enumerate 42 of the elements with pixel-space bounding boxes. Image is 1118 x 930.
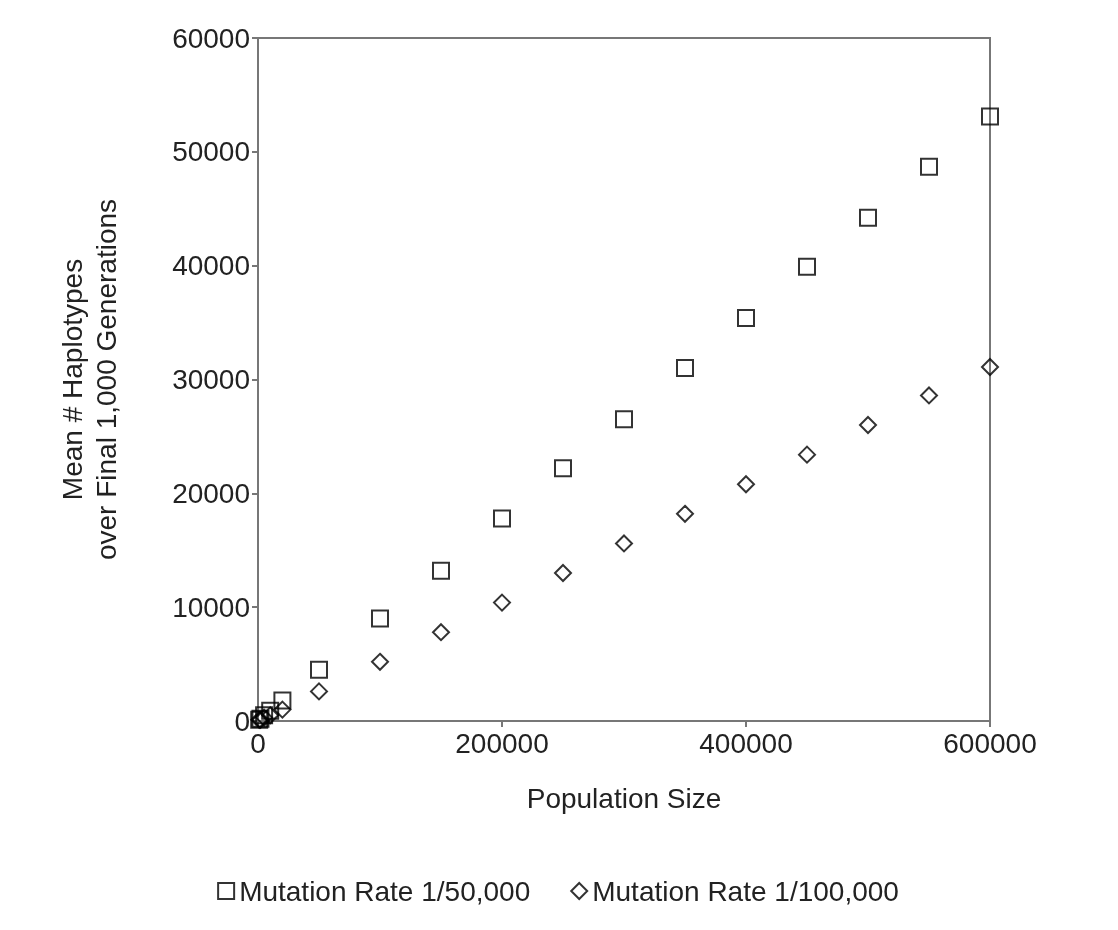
y-tick-label: 10000 bbox=[172, 591, 250, 623]
y-tick-label: 50000 bbox=[172, 136, 250, 168]
legend-label: Mutation Rate 1/50,000 bbox=[239, 875, 531, 907]
y-tick-label: 30000 bbox=[172, 364, 250, 395]
point bbox=[920, 386, 938, 405]
x-axis-title: Population Size bbox=[526, 782, 722, 814]
x-tick-label: 400000 bbox=[699, 727, 793, 759]
y-axis-title: Mean # Haplotypes over Final 1,000 Generations bbox=[56, 198, 122, 561]
point bbox=[859, 416, 877, 435]
x-tick-label: 200000 bbox=[455, 727, 549, 759]
point bbox=[273, 700, 292, 719]
point bbox=[737, 475, 755, 494]
point bbox=[554, 459, 572, 478]
point bbox=[798, 257, 816, 276]
point bbox=[615, 534, 633, 553]
point bbox=[493, 593, 511, 612]
point bbox=[261, 701, 280, 720]
point bbox=[432, 623, 450, 642]
point bbox=[676, 359, 694, 378]
point bbox=[371, 609, 389, 628]
point bbox=[261, 706, 280, 725]
point bbox=[737, 309, 755, 328]
y-tick-label: 60000 bbox=[172, 22, 250, 54]
point bbox=[310, 682, 328, 701]
point bbox=[554, 564, 572, 583]
point bbox=[432, 561, 450, 580]
point bbox=[310, 660, 328, 679]
point bbox=[798, 445, 816, 464]
y-tick-label: 0 bbox=[234, 705, 250, 737]
point bbox=[615, 410, 633, 429]
point bbox=[273, 691, 292, 710]
point bbox=[676, 504, 694, 523]
legend-label: Mutation Rate 1/100,000 bbox=[592, 875, 899, 907]
point bbox=[981, 357, 999, 376]
point bbox=[920, 157, 938, 176]
point bbox=[859, 208, 877, 227]
x-tick-label: 600000 bbox=[943, 727, 1037, 759]
y-tick-label: 40000 bbox=[172, 250, 250, 282]
point bbox=[493, 509, 511, 528]
point bbox=[371, 652, 389, 671]
point bbox=[981, 107, 999, 126]
y-tick-label: 20000 bbox=[172, 477, 250, 509]
